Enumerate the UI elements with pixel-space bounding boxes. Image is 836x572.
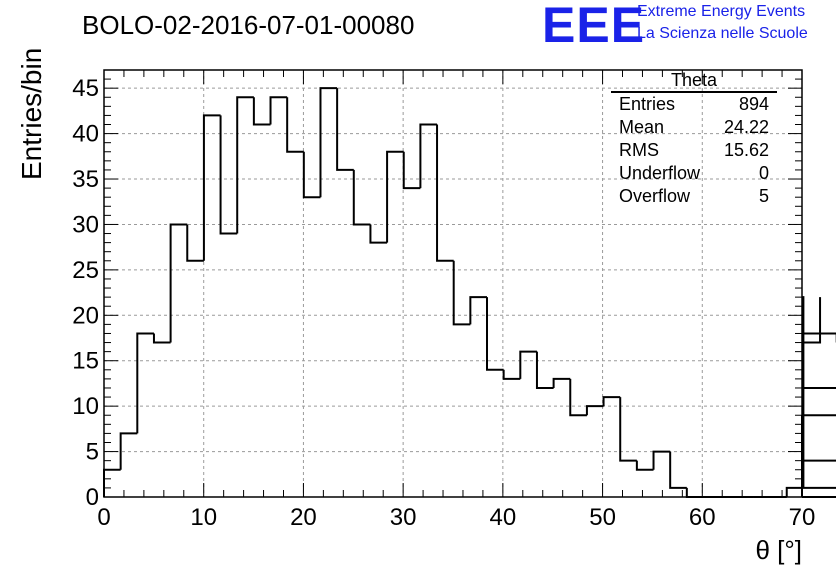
stats-value: 15.62 [723, 140, 769, 160]
y-tick-label: 0 [86, 484, 99, 511]
histogram-bin [204, 115, 221, 497]
stats-value: 24.22 [723, 117, 769, 137]
histogram-bin [137, 333, 154, 497]
histogram-bin [154, 343, 171, 497]
histogram-bin [670, 488, 687, 497]
y-tick-label: 35 [72, 166, 99, 193]
logo-line-2: La Scienza nelle Scuole [637, 25, 808, 42]
y-tick-label: 30 [72, 211, 99, 238]
plot-frame [103, 69, 803, 498]
histogram-bin [370, 243, 387, 497]
stats-label: Entries [619, 94, 676, 114]
stats-label: RMS [619, 140, 659, 160]
stats-label: Mean [619, 117, 665, 137]
y-tick-label: 45 [72, 75, 99, 102]
x-tick-label: 0 [97, 504, 110, 531]
histogram-bin [354, 224, 371, 497]
stats-value: 5 [758, 186, 769, 206]
histogram-bin [470, 297, 487, 497]
stats-value: 0 [758, 163, 769, 183]
histogram-bin [304, 197, 321, 497]
histogram-bin [604, 397, 621, 497]
histogram-bin [171, 224, 188, 497]
chart-title: BOLO-02-2016-07-01-00080 [82, 10, 415, 40]
x-tick-label: 60 [689, 504, 716, 531]
y-axis-label: Entries/bin [16, 47, 47, 180]
stats-label: Overflow [619, 186, 691, 206]
histogram-bin [537, 388, 554, 497]
stats-label: Underflow [619, 163, 701, 183]
histogram-bin [520, 352, 537, 497]
histogram-bin [420, 125, 437, 497]
histogram-bin [587, 406, 604, 497]
eee-logo: EEE [542, 0, 646, 53]
logo-line-1: Extreme Energy Events [637, 3, 806, 20]
x-tick-label: 40 [490, 504, 517, 531]
x-tick-label: 70 [789, 504, 816, 531]
histogram-bin [287, 152, 304, 497]
x-tick-label: 30 [390, 504, 417, 531]
histogram-bin [787, 488, 802, 497]
histogram-bin [387, 152, 404, 497]
stats-row-rms: RMS 15.62 [611, 139, 777, 162]
stats-row-underflow: Underflow 0 [611, 162, 777, 185]
stats-value: 894 [738, 94, 769, 114]
stats-row-mean: Mean 24.22 [611, 116, 777, 139]
histogram-bin [337, 170, 354, 497]
histogram-bin [637, 470, 654, 497]
y-tick-label: 10 [72, 393, 99, 420]
y-tick-label: 5 [86, 439, 99, 466]
histogram-bin [570, 415, 587, 497]
histogram-bin [487, 370, 504, 497]
histogram-bin [237, 97, 254, 497]
x-tick-label: 10 [190, 504, 217, 531]
y-tick-label: 25 [72, 257, 99, 284]
stats-title: Theta [611, 70, 777, 93]
histogram-bin [504, 379, 521, 497]
y-tick-label: 15 [72, 348, 99, 375]
y-tick-label: 40 [72, 121, 99, 148]
histogram-bin [454, 324, 471, 497]
histogram-bin [121, 433, 138, 497]
histogram-bin [254, 125, 271, 497]
histogram-bin [437, 261, 454, 497]
stats-row-entries: Entries 894 [611, 93, 777, 116]
histogram-bin [404, 188, 421, 497]
histogram-bin [320, 88, 337, 497]
histogram-bin [221, 234, 238, 497]
y-tick-label: 20 [72, 302, 99, 329]
x-tick-label: 20 [290, 504, 317, 531]
histogram-bin [554, 379, 571, 497]
x-tick-label: 50 [589, 504, 616, 531]
histogram-bin [187, 261, 204, 497]
histogram-bin [104, 470, 121, 497]
stats-box: Theta Entries 894 Mean 24.22 RMS 15.62 U… [611, 70, 777, 208]
histogram-bin [271, 97, 288, 497]
stats-row-overflow: Overflow 5 [611, 185, 777, 208]
x-axis-label: θ [°] [755, 535, 802, 565]
histogram-bin [654, 452, 671, 497]
